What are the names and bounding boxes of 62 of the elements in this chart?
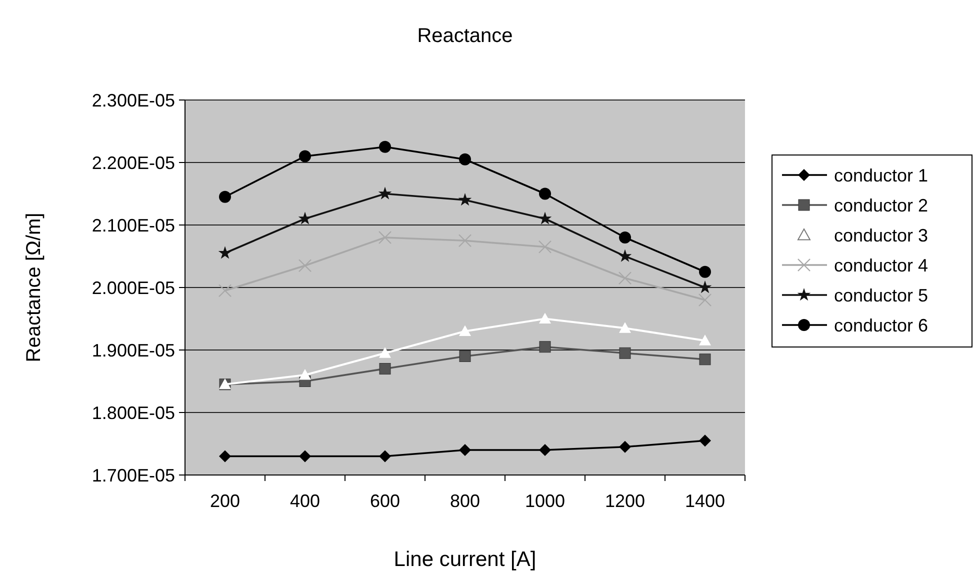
point — [699, 266, 711, 278]
point — [299, 150, 311, 162]
point — [378, 230, 392, 244]
y-tick-label: 2.100E-05 — [92, 215, 175, 236]
point — [218, 246, 232, 259]
y-tick-label: 2.000E-05 — [92, 278, 175, 298]
point — [539, 312, 551, 324]
y-tick-label: 1.900E-05 — [92, 340, 175, 360]
point — [218, 284, 232, 298]
point — [619, 232, 631, 244]
x-tick-label: 1400 — [684, 491, 726, 511]
point — [298, 212, 312, 224]
x-tick-label: 800 — [450, 491, 480, 511]
x-axis-title: Line current [A] — [394, 548, 536, 571]
legend-label: conductor 3 — [834, 225, 928, 246]
point — [458, 234, 472, 248]
point — [539, 444, 551, 456]
legend-label: conductor 2 — [834, 195, 928, 216]
y-tick-label: 1.700E-05 — [92, 465, 175, 486]
x-tick-label: 200 — [210, 491, 240, 511]
y-tick-label: 2.300E-05 — [92, 90, 175, 110]
point — [219, 190, 231, 203]
point — [379, 347, 391, 358]
point — [379, 450, 391, 462]
x-tick-label: 1200 — [604, 491, 646, 511]
x-tick-label: 600 — [370, 491, 400, 511]
legend-label: conductor 4 — [834, 255, 928, 276]
point — [298, 259, 312, 272]
point — [378, 186, 392, 200]
point — [459, 153, 471, 166]
point — [698, 280, 712, 294]
point — [538, 212, 552, 224]
legend-label: conductor 1 — [834, 165, 928, 186]
point — [459, 350, 471, 362]
point — [619, 440, 631, 453]
point — [459, 325, 471, 336]
y-tick-label: 2.200E-05 — [92, 152, 175, 173]
point — [538, 240, 552, 254]
point — [219, 450, 231, 462]
x-tick-label: 400 — [290, 491, 320, 511]
point — [379, 363, 391, 374]
point — [618, 272, 632, 285]
point — [619, 347, 631, 359]
point — [539, 341, 551, 353]
point — [299, 369, 311, 380]
point — [699, 354, 711, 366]
y-axis-title: Reactance [Ω/m] — [23, 212, 45, 362]
x-tick-label: 1000 — [524, 491, 566, 511]
y-tick-label: 1.800E-05 — [92, 402, 175, 423]
point — [699, 434, 711, 447]
point — [539, 188, 551, 200]
chart-title: Reactance — [417, 25, 513, 47]
point — [379, 140, 391, 153]
point — [699, 334, 711, 346]
point — [458, 193, 472, 206]
legend-label: conductor 6 — [834, 315, 928, 336]
point — [619, 322, 631, 333]
point — [299, 450, 311, 462]
point — [698, 293, 712, 307]
point — [459, 444, 471, 456]
legend-label: conductor 5 — [834, 285, 928, 306]
point — [618, 249, 632, 262]
